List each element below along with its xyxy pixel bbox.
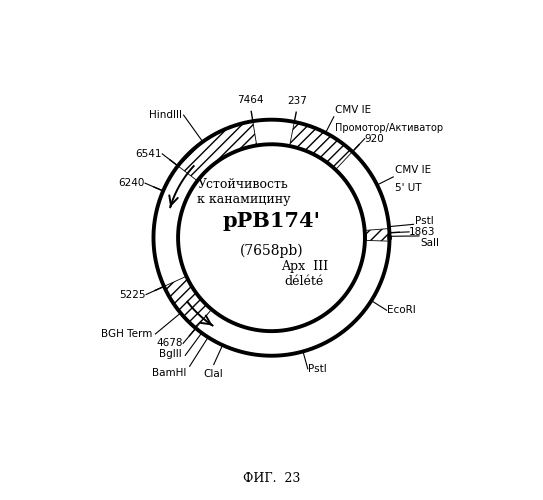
Text: BglII: BglII <box>159 348 182 358</box>
Text: 1863: 1863 <box>409 227 435 237</box>
Text: SalI: SalI <box>421 238 440 248</box>
Text: 6240: 6240 <box>119 178 145 188</box>
Text: BGH Term: BGH Term <box>100 329 152 339</box>
Wedge shape <box>178 121 257 181</box>
Wedge shape <box>365 228 389 241</box>
Text: 6541: 6541 <box>136 149 162 159</box>
Text: EcoRI: EcoRI <box>387 306 415 316</box>
Text: 5' UT: 5' UT <box>395 184 421 194</box>
Text: BamHI: BamHI <box>152 368 186 378</box>
Text: (7658pb): (7658pb) <box>239 244 304 258</box>
Text: 237: 237 <box>288 96 307 106</box>
Text: Промотор/Активатор: Промотор/Активатор <box>336 123 444 133</box>
Text: CMV IE: CMV IE <box>336 105 371 115</box>
Text: PstI: PstI <box>308 364 326 374</box>
Text: CMV IE: CMV IE <box>395 166 431 175</box>
Text: 920: 920 <box>365 134 384 143</box>
Text: HindIII: HindIII <box>149 110 182 120</box>
Text: ClaI: ClaI <box>204 370 224 380</box>
Text: ФИГ.  23: ФИГ. 23 <box>243 472 300 485</box>
Text: PstI: PstI <box>415 216 434 226</box>
Text: Apx  III
délété: Apx III délété <box>281 260 328 288</box>
Text: pPB174': pPB174' <box>223 212 320 232</box>
Text: 7464: 7464 <box>237 95 263 105</box>
Text: Устойчивость
к канамицину: Устойчивость к канамицину <box>197 178 291 206</box>
Wedge shape <box>289 122 352 170</box>
Text: 5225: 5225 <box>119 290 146 300</box>
Text: 4678: 4678 <box>156 338 183 348</box>
Wedge shape <box>164 276 212 328</box>
